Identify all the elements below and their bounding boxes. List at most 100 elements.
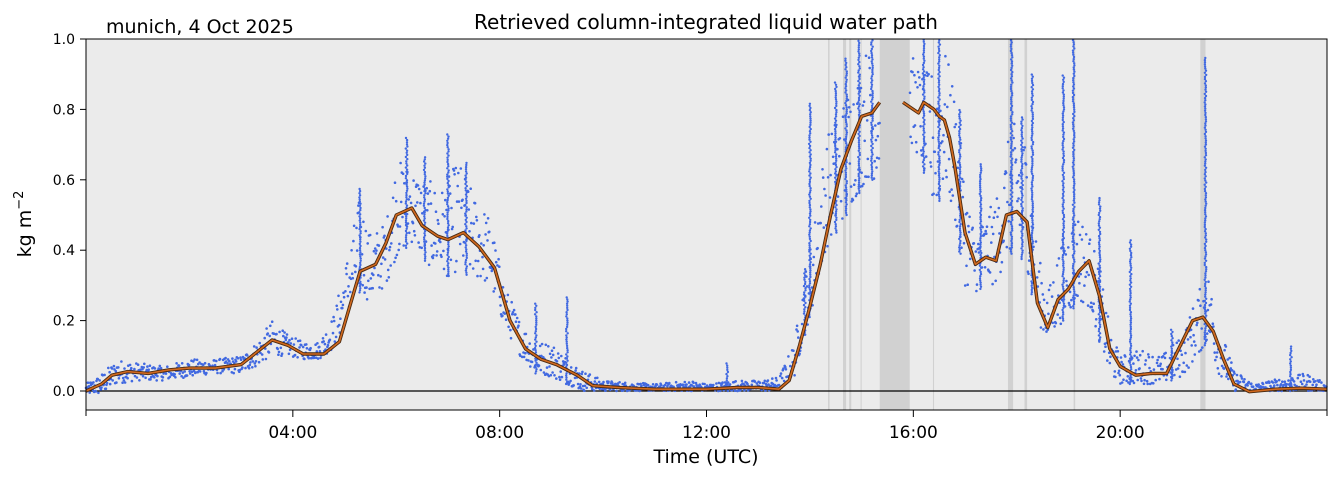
raw-point [941,140,944,143]
raw-point [762,381,766,385]
raw-point [469,187,473,190]
spike-point [808,282,812,285]
spike-point [1073,74,1076,78]
raw-point [1131,379,1135,383]
spike-point [804,289,807,292]
spike-point [1061,192,1065,196]
spike-point [1062,260,1065,263]
raw-point [1023,146,1027,149]
spike-point [1129,346,1132,350]
raw-point [180,374,183,378]
spike-point [404,166,408,169]
raw-point [1199,348,1203,352]
spike-point [1010,100,1013,103]
spike-point [1098,211,1101,215]
spike-point [1204,327,1207,330]
spike-point [958,149,961,152]
spike-point [535,304,538,307]
spike-point [804,280,807,284]
spike-point [1072,174,1076,177]
raw-point [995,197,999,200]
spike-point [858,103,861,106]
spike-point [1031,221,1034,224]
raw-point [182,376,185,380]
spike-point [1205,268,1208,271]
raw-point [279,346,283,350]
spike-point [404,202,407,205]
spike-point [1098,220,1101,223]
spike-point [857,62,860,66]
spike-point [1073,292,1076,295]
spike-point [464,269,468,272]
raw-point [580,372,584,376]
raw-point [949,93,952,97]
spike-point [1204,249,1207,252]
raw-point [277,353,280,357]
spike-point [1010,94,1014,97]
raw-point [574,369,577,372]
raw-point [1200,327,1203,330]
spike-point [923,135,926,139]
raw-point [1088,242,1091,245]
spike-point [845,110,848,113]
spike-point [1010,96,1013,99]
spike-point [358,265,362,269]
spike-point [844,114,847,117]
spike-point [423,257,427,260]
spike-point [446,264,449,267]
spike-point [1020,181,1023,185]
spike-point [1009,155,1012,158]
spike-point [834,119,838,122]
spike-point [835,199,838,203]
spike-point [937,102,940,106]
spike-point [871,39,874,42]
raw-point [945,175,948,179]
spike-point [359,280,362,284]
spike-point [979,165,982,168]
spike-point [938,149,942,152]
spike-point [1062,298,1066,301]
raw-point [685,383,688,386]
spike-point [534,349,537,352]
spike-point [834,87,837,91]
spike-point [921,72,925,75]
raw-point [249,361,252,364]
spike-point [937,81,941,84]
spike-point [979,266,983,269]
spike-point [465,227,468,230]
spike-point [1061,118,1065,122]
spike-point [1072,286,1075,289]
spike-point [1061,256,1064,259]
spike-point [1204,86,1208,89]
spike-point [858,73,861,76]
spike-point [1204,124,1207,127]
spike-point [406,212,409,216]
spike-point [979,211,982,215]
spike-point [808,180,812,184]
raw-point [777,383,781,387]
spike-point [446,232,449,235]
raw-point [198,361,201,364]
raw-point [457,200,461,203]
spike-point [835,111,838,114]
raw-point [462,254,465,257]
spike-point [1030,280,1033,283]
spike-point [358,284,362,288]
spike-point [979,287,982,291]
spike-point [447,184,450,187]
spike-point [1129,327,1133,331]
raw-point [935,193,938,197]
spike-point [424,255,427,258]
spike-point [1062,137,1066,141]
spike-point [465,254,468,257]
spike-point [979,175,982,179]
spike-point [958,134,961,137]
spike-point [447,171,450,174]
spike-point [465,184,468,188]
spike-point [1072,169,1075,173]
spike-point [405,191,408,195]
spike-point [1031,214,1034,218]
spike-point [1098,264,1101,267]
spike-point [446,156,449,159]
spike-point [1129,334,1133,337]
